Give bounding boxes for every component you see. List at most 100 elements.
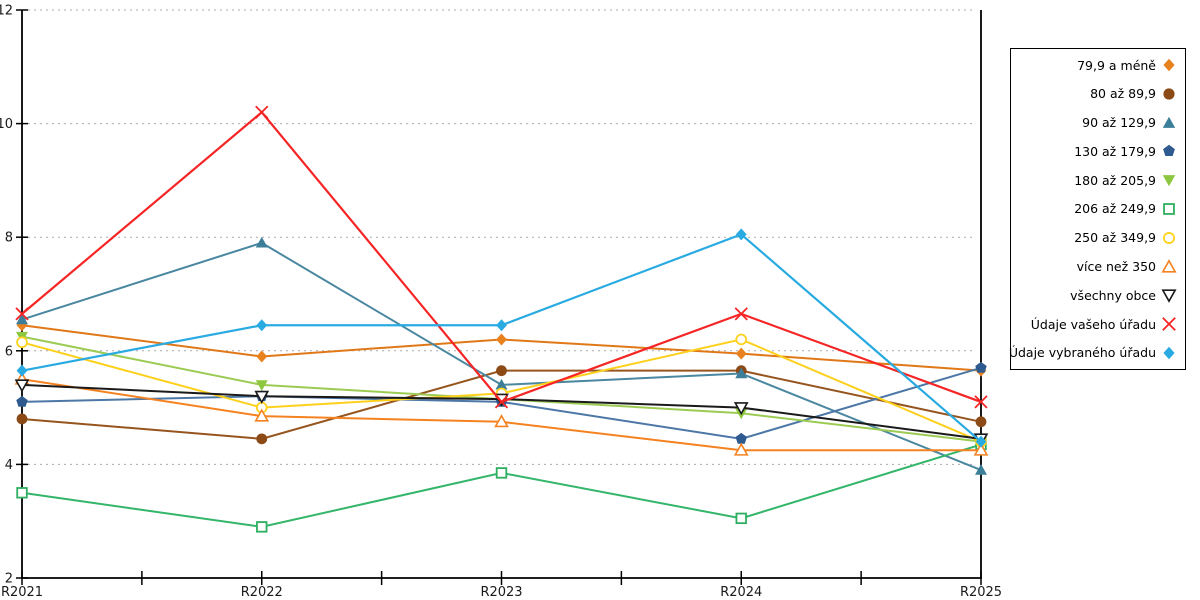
legend-box: 79,9 a méně 80 až 89,9 90 až 129,9 130 až 1… bbox=[1009, 48, 1186, 370]
x-tick-label: R2022 bbox=[241, 585, 283, 600]
circle-marker-icon bbox=[496, 365, 507, 377]
y-tick-label: 10 bbox=[0, 117, 13, 132]
diamond-marker-icon bbox=[1163, 346, 1175, 360]
legend-item: 90 až 129,9 bbox=[1015, 114, 1177, 132]
triangle-down-marker-icon bbox=[255, 380, 268, 391]
x-marker-icon bbox=[15, 307, 29, 321]
diamond-legend-icon bbox=[1163, 58, 1175, 72]
legend-item-label: Údaje vybraného úřadu bbox=[1008, 345, 1156, 361]
triangle-up-legend-icon bbox=[1162, 116, 1176, 128]
legend-item: 206 až 249,9 bbox=[1015, 200, 1177, 218]
y-tick-label: 12 bbox=[0, 4, 13, 19]
y-tick-label: 6 bbox=[5, 344, 13, 359]
diamond-marker-icon bbox=[735, 347, 747, 360]
legend-item: všechny obce bbox=[1015, 286, 1177, 304]
legend-item-label: 90 až 129,9 bbox=[1082, 115, 1156, 131]
triangle-up-marker-icon bbox=[255, 236, 268, 248]
legend-item: 180 až 205,9 bbox=[1015, 171, 1177, 189]
triangle-up-marker-icon bbox=[735, 367, 748, 379]
y-tick-label: 2 bbox=[5, 572, 13, 587]
legend-item-label: Údaje vašeho úřadu bbox=[1030, 316, 1156, 332]
legend-item: 80 až 89,9 bbox=[1015, 85, 1177, 103]
triangle-up-marker-icon bbox=[973, 442, 989, 456]
triangle-up-marker-icon bbox=[495, 378, 508, 390]
pentagon-legend-icon bbox=[1163, 145, 1175, 157]
legend-item: 250 až 349,9 bbox=[1015, 229, 1177, 247]
triangle-up-marker-icon bbox=[1162, 116, 1176, 128]
square-marker-icon bbox=[256, 521, 268, 533]
series-206-a-249-9 bbox=[16, 438, 987, 533]
pentagon-marker-icon bbox=[735, 432, 747, 444]
x-tick-label: R2025 bbox=[960, 585, 1002, 600]
circle-marker-icon bbox=[735, 333, 748, 346]
y-tick-label: 4 bbox=[5, 458, 13, 473]
triangle-up-marker-icon bbox=[494, 414, 509, 428]
square-marker-icon bbox=[495, 467, 508, 479]
triangle-up-marker-icon bbox=[16, 313, 28, 325]
triangle-up-marker-icon bbox=[1161, 258, 1177, 273]
pentagon-marker-icon bbox=[16, 395, 28, 407]
legend-item-label: 206 až 249,9 bbox=[1074, 201, 1156, 217]
diamond-marker-icon bbox=[256, 350, 268, 363]
series-line bbox=[21, 110, 982, 404]
circle-legend-icon bbox=[1163, 231, 1175, 244]
diamond-marker-icon bbox=[496, 319, 507, 332]
legend-item-label: 250 až 349,9 bbox=[1074, 230, 1156, 246]
triangle-up-marker-icon bbox=[733, 442, 749, 456]
x-marker-icon bbox=[255, 105, 269, 119]
circle-marker-icon bbox=[16, 413, 28, 425]
circle-marker-icon bbox=[975, 416, 987, 428]
x-tick-label: R2024 bbox=[720, 585, 762, 600]
triangle-up-legend-icon bbox=[1161, 258, 1177, 273]
diamond-marker-icon bbox=[1163, 58, 1175, 72]
legend-item: Údaje vybraného úřadu bbox=[1009, 344, 1177, 362]
diamond-marker-icon bbox=[256, 319, 268, 332]
triangle-up-marker-icon bbox=[975, 464, 987, 475]
legend-item-label: více než 350 bbox=[1076, 259, 1156, 275]
y-tick-label: 8 bbox=[5, 231, 13, 246]
pentagon-marker-icon bbox=[1163, 145, 1175, 157]
diamond-legend-icon bbox=[1163, 346, 1175, 360]
legend-item-label: 80 až 89,9 bbox=[1090, 86, 1156, 102]
diamond-marker-icon bbox=[975, 435, 987, 448]
x-marker-icon bbox=[494, 395, 509, 409]
square-legend-icon bbox=[1163, 203, 1175, 215]
circle-legend-icon bbox=[1163, 88, 1175, 100]
triangle-down-legend-icon bbox=[1162, 175, 1176, 187]
legend-item: 79,9 a méně bbox=[1015, 56, 1177, 74]
pentagon-marker-icon bbox=[975, 361, 987, 373]
x-marker-icon bbox=[734, 307, 748, 321]
triangle-up-marker-icon bbox=[254, 408, 270, 422]
diamond-marker-icon bbox=[735, 228, 747, 241]
circle-marker-icon bbox=[1163, 231, 1175, 244]
legend-item: více než 350 bbox=[1015, 258, 1177, 276]
triangle-down-marker-icon bbox=[14, 379, 30, 393]
square-marker-icon bbox=[1163, 203, 1175, 215]
x-tick-label: R2023 bbox=[480, 585, 522, 600]
square-marker-icon bbox=[16, 487, 28, 499]
square-marker-icon bbox=[735, 512, 747, 525]
series--daje-vybran-ho-adu bbox=[16, 228, 987, 448]
diamond-marker-icon bbox=[496, 333, 507, 346]
triangle-down-marker-icon bbox=[1161, 289, 1177, 304]
triangle-down-legend-icon bbox=[1161, 289, 1177, 304]
triangle-down-marker-icon bbox=[1162, 175, 1176, 187]
x-marker-icon bbox=[974, 395, 988, 409]
circle-marker-icon bbox=[16, 336, 28, 349]
diamond-marker-icon bbox=[16, 364, 28, 377]
series-80-a-89-9 bbox=[16, 365, 987, 445]
legend-item-label: 79,9 a méně bbox=[1077, 57, 1156, 73]
legend-item: Údaje vašeho úřadu bbox=[1015, 315, 1177, 333]
x-legend-icon bbox=[1162, 317, 1176, 332]
x-tick-label: R2021 bbox=[1, 585, 43, 600]
circle-marker-icon bbox=[1163, 88, 1175, 100]
circle-marker-icon bbox=[256, 433, 268, 445]
series-line bbox=[21, 443, 982, 528]
legend-item-label: 130 až 179,9 bbox=[1074, 143, 1156, 159]
series-line bbox=[21, 241, 982, 472]
legend-item-label: 180 až 205,9 bbox=[1074, 172, 1156, 188]
triangle-down-marker-icon bbox=[733, 402, 749, 416]
legend-item: 130 až 179,9 bbox=[1015, 142, 1177, 160]
series-90-a-129-9 bbox=[16, 236, 987, 475]
